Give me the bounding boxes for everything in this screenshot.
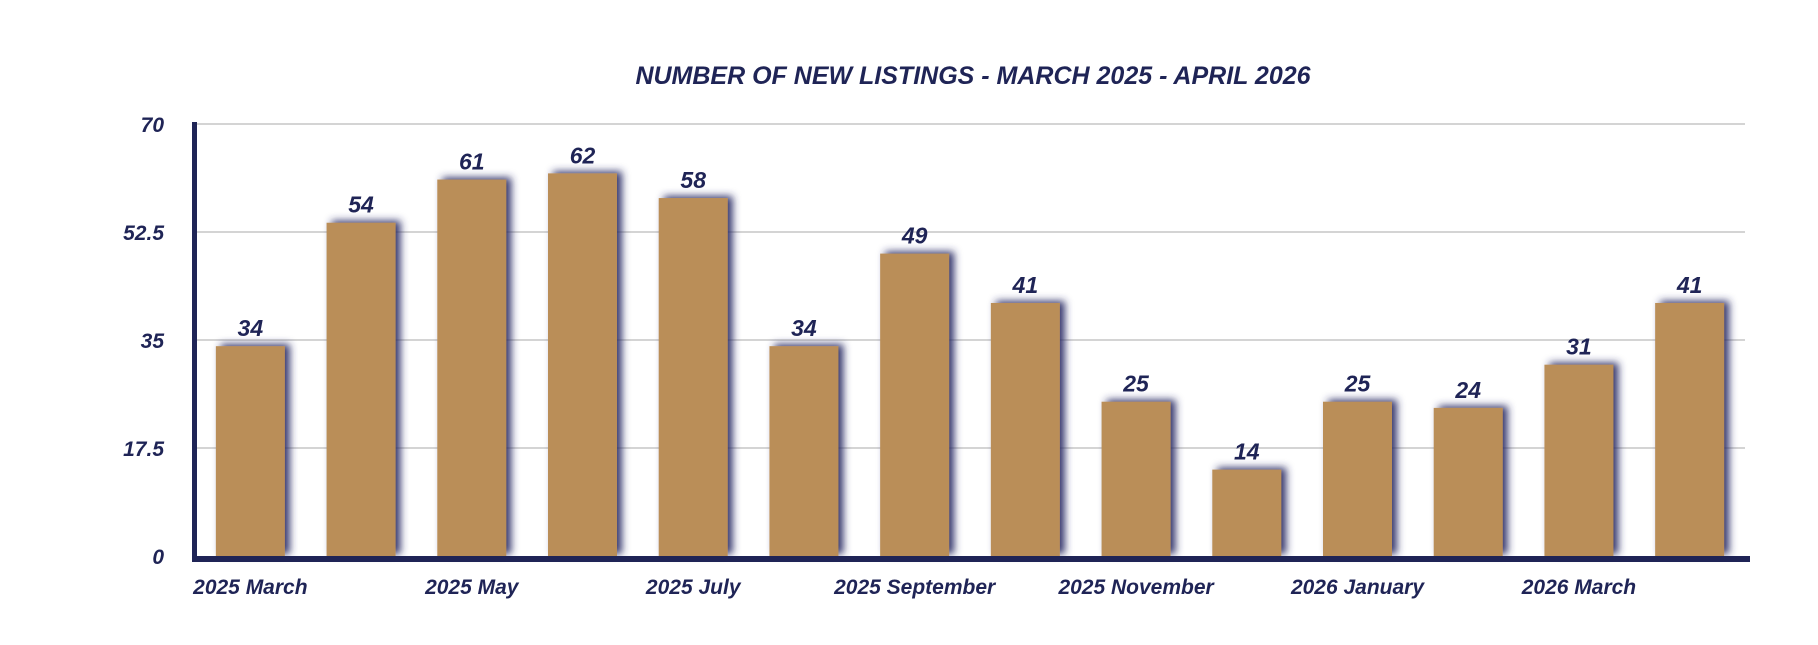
data-label: 34 — [791, 315, 817, 341]
x-axis-ticks: 2025 March 2025 May 2025 July 2025 Septembe… — [192, 576, 1636, 599]
bar — [990, 302, 1060, 556]
x-tick-label: 2026 January — [1290, 576, 1425, 599]
data-label: 58 — [680, 167, 706, 193]
y-tick-label: 0 — [152, 546, 164, 569]
data-label: 54 — [348, 192, 374, 218]
y-tick-label: 17.5 — [123, 438, 164, 461]
bar — [1544, 364, 1614, 556]
x-tick-label: 2025 March — [192, 576, 307, 599]
data-label: 25 — [1344, 371, 1372, 397]
x-tick-label: 2025 July — [645, 576, 742, 599]
data-label: 49 — [901, 223, 928, 249]
x-tick-label: 2025 November — [1057, 576, 1215, 599]
x-axis-line — [192, 556, 1750, 562]
x-tick-label: 2025 May — [424, 576, 520, 599]
bar — [548, 173, 617, 556]
data-label: 31 — [1566, 334, 1592, 360]
y-tick-label: 35 — [141, 330, 165, 353]
y-axis-line — [192, 122, 197, 560]
data-label: 41 — [1676, 272, 1703, 298]
x-tick-label: 2025 September — [833, 576, 997, 599]
data-label: 34 — [238, 315, 264, 341]
data-label: 62 — [570, 142, 596, 168]
data-label: 14 — [1234, 439, 1260, 465]
y-tick-label: 52.5 — [123, 222, 164, 245]
bar — [215, 346, 285, 556]
chart-title: NUMBER OF NEW LISTINGS - MARCH 2025 - AP… — [635, 62, 1311, 90]
bar — [880, 253, 950, 556]
bar — [1655, 302, 1725, 556]
data-label: 41 — [1012, 272, 1039, 298]
bar — [1433, 407, 1503, 556]
bar — [326, 222, 396, 556]
bar — [1101, 401, 1171, 556]
y-axis-ticks: 0 17.5 35 52.5 70 — [123, 114, 164, 569]
data-label: 24 — [1454, 377, 1481, 403]
y-tick-label: 70 — [141, 114, 165, 137]
bar — [1323, 401, 1392, 556]
axes — [192, 122, 1750, 562]
bar — [437, 179, 507, 557]
bar — [658, 198, 728, 557]
x-tick-label: 2026 March — [1521, 576, 1636, 599]
bar — [769, 346, 839, 556]
gridlines — [195, 123, 1745, 449]
data-label: 61 — [459, 149, 485, 175]
data-label: 25 — [1122, 371, 1150, 397]
data-labels: 34 54 61 62 58 34 49 41 25 14 25 24 31 41 — [238, 142, 1703, 464]
bars — [215, 173, 1725, 557]
bar — [1212, 469, 1282, 556]
